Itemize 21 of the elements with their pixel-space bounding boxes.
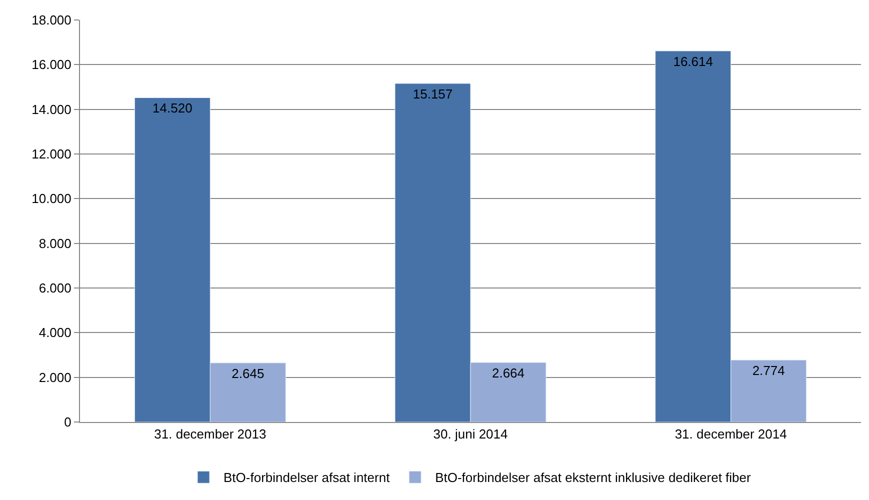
data-label: 15.157 [412,86,453,102]
x-tick-label: 31. december 2014 [674,426,787,442]
x-tick-label: 31. december 2013 [154,426,266,442]
data-label: 2.664 [492,366,525,380]
y-tick-label: 4.000 [38,325,72,340]
data-label: 16.614 [673,54,713,69]
y-tick-label: 10.000 [32,191,72,206]
y-tick-label: 16.000 [32,57,72,72]
data-label: 14.520 [152,100,192,116]
y-tick-label: 12.000 [32,146,72,162]
legend-label: BtO-forbindelser afsat internt [224,470,390,486]
y-tick-label: 2.000 [38,370,72,385]
y-tick-label: 14.000 [32,102,72,117]
y-tick-label: 6.000 [38,280,72,296]
y-tick-label: 0 [64,414,72,430]
data-label: 2.645 [232,366,264,381]
legend-label: BtO-forbindelser afsat eksternt inklusive dedikeret fiber [435,470,752,486]
x-tick-label: 30. juni 2014 [433,426,508,442]
y-tick-label: 18.000 [32,12,72,28]
data-label: 2.774 [752,363,785,378]
y-tick-label: 8.000 [38,236,72,251]
